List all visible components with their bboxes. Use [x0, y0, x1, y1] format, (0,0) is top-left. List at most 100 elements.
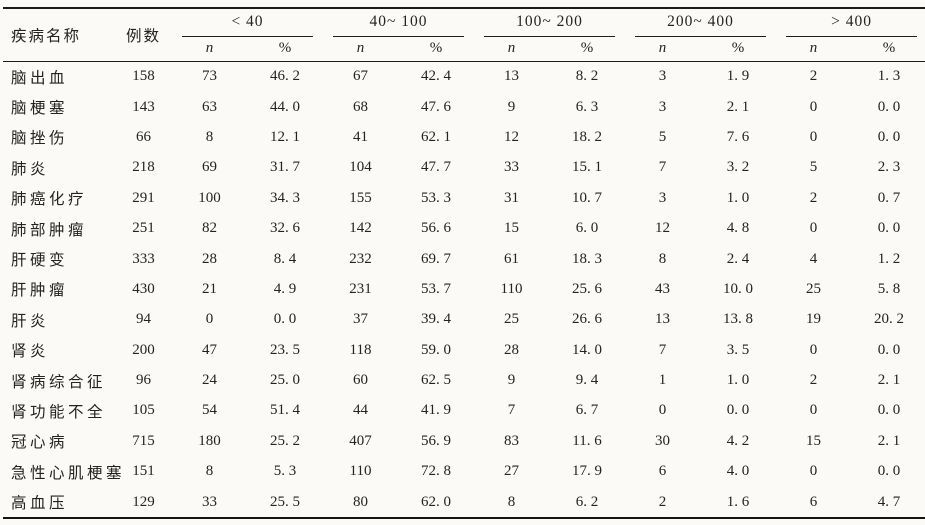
cases-value: 94: [136, 311, 151, 328]
pct-value-gt400: 0. 0: [877, 341, 901, 358]
disease-name: 脑挫伤: [11, 130, 69, 148]
n-value-200-400: 3: [658, 189, 667, 206]
pct-value-gt400: 2. 3: [877, 159, 901, 176]
cases-value: 66: [136, 128, 151, 145]
pct-value-200-400: 10. 0: [723, 280, 754, 297]
n-value-200-400: 0: [658, 402, 667, 419]
table-body: 脑出血 158 73 46. 2 67 42. 4 13 8. 2 3 1. 9…: [3, 61, 925, 518]
pct-value-lt40: 25. 2: [270, 432, 300, 449]
n-value-lt40: 63: [202, 98, 217, 115]
n-value-100-200: 83: [504, 432, 520, 449]
pct-value-lt40: 8. 4: [273, 250, 297, 267]
pct-value-gt400: 0. 0: [877, 220, 901, 237]
pct-value-40-100: 62. 5: [421, 372, 451, 389]
n-value-200-400: 2: [658, 493, 667, 510]
n-value-100-200: 31: [504, 189, 520, 206]
table-row: 肾病综合征 96 24 25. 0 60 62. 5 9 9. 4 1 1. 0…: [3, 365, 925, 395]
pct-value-lt40: 31. 7: [270, 159, 300, 176]
pct-value-40-100: 72. 8: [421, 463, 451, 480]
pct-value-lt40: 44. 0: [270, 98, 300, 115]
table-row: 脑出血 158 73 46. 2 67 42. 4 13 8. 2 3 1. 9…: [3, 61, 925, 92]
n-value-100-200: 12: [504, 128, 520, 145]
pct-value-40-100: 53. 3: [421, 189, 451, 206]
n-value-100-200: 9: [507, 372, 516, 389]
n-value-200-400: 30: [655, 432, 671, 449]
n-value-40-100: 155: [349, 189, 372, 206]
pct-value-200-400: 13. 8: [723, 311, 754, 328]
n-value-40-100: 407: [349, 432, 372, 449]
n-value-lt40: 21: [202, 280, 217, 297]
column-header-disease: 疾病名称: [3, 8, 115, 62]
pct-value-100-200: 6. 3: [575, 98, 599, 115]
group-header-100-200-label: 100~ 200: [484, 9, 616, 37]
pct-value-100-200: 6. 0: [575, 220, 599, 237]
subheader-n: n: [776, 37, 852, 62]
n-value-gt400: 0: [809, 463, 818, 480]
pct-value-lt40: 23. 5: [270, 341, 300, 358]
n-value-gt400: 0: [809, 402, 818, 419]
pct-value-200-400: 7. 6: [726, 128, 750, 145]
table-row: 肾炎 200 47 23. 5 118 59. 0 28 14. 0 7 3. …: [3, 335, 925, 365]
n-value-40-100: 67: [353, 68, 368, 85]
n-value-200-400: 8: [658, 250, 667, 267]
pct-value-40-100: 56. 9: [421, 432, 451, 449]
disease-name: 肝炎: [11, 312, 50, 330]
n-value-200-400: 6: [658, 463, 667, 480]
pct-value-200-400: 1. 0: [726, 372, 750, 389]
n-value-lt40: 100: [198, 189, 221, 206]
group-header-40-100-label: 40~ 100: [333, 9, 465, 37]
cases-value: 151: [132, 463, 155, 480]
table-row: 高血压 129 33 25. 5 80 62. 0 8 6. 2 2 1. 6 …: [3, 487, 925, 518]
pct-value-lt40: 25. 5: [270, 493, 300, 510]
table-row: 肝炎 94 0 0. 0 37 39. 4 25 26. 6 13 13. 8 …: [3, 305, 925, 335]
subheader-pct: %: [247, 37, 323, 62]
n-value-100-200: 28: [504, 341, 520, 358]
n-value-gt400: 0: [809, 341, 818, 358]
disease-name: 肺癌化疗: [11, 191, 88, 209]
subheader-n: n: [323, 37, 398, 62]
pct-value-gt400: 1. 2: [877, 250, 901, 267]
disease-name: 冠心病: [11, 434, 69, 452]
n-value-200-400: 1: [658, 372, 667, 389]
disease-name: 脑出血: [11, 69, 69, 87]
n-value-lt40: 8: [205, 128, 214, 145]
n-value-40-100: 118: [349, 341, 372, 358]
pct-value-100-200: 17. 9: [572, 463, 603, 480]
subheader-n: n: [172, 37, 247, 62]
n-value-100-200: 15: [504, 220, 520, 237]
pct-value-40-100: 62. 1: [421, 128, 451, 145]
pct-value-100-200: 9. 4: [575, 372, 599, 389]
pct-value-gt400: 4. 7: [877, 493, 901, 510]
n-value-gt400: 6: [809, 493, 818, 510]
pct-value-40-100: 47. 6: [421, 98, 451, 115]
table-header: 疾病名称 例数 < 40 40~ 100 100~ 200 200~ 400 >…: [3, 8, 925, 62]
group-header-200-400: 200~ 400: [625, 8, 776, 37]
subheader-n-label: n: [809, 40, 818, 57]
pct-value-200-400: 1. 6: [726, 493, 750, 510]
group-header-gt400-label: > 400: [786, 9, 918, 37]
pct-value-40-100: 47. 7: [421, 159, 451, 176]
n-value-200-400: 12: [655, 220, 671, 237]
n-value-gt400: 25: [806, 280, 822, 297]
n-value-200-400: 5: [658, 128, 667, 145]
n-value-lt40: 8: [205, 463, 214, 480]
table-row: 肺部肿瘤 251 82 32. 6 142 56. 6 15 6. 0 12 4…: [3, 213, 925, 243]
n-value-200-400: 7: [658, 341, 667, 358]
n-value-lt40: 24: [202, 372, 217, 389]
n-value-gt400: 2: [809, 372, 818, 389]
pct-value-200-400: 2. 1: [726, 98, 750, 115]
disease-name: 肾功能不全: [11, 403, 107, 421]
pct-value-100-200: 10. 7: [572, 189, 603, 206]
pct-value-100-200: 6. 2: [575, 493, 599, 510]
pct-value-200-400: 1. 0: [726, 189, 750, 206]
group-header-lt40-label: < 40: [182, 9, 313, 37]
n-value-40-100: 37: [353, 311, 368, 328]
pct-value-200-400: 0. 0: [726, 402, 750, 419]
pct-value-40-100: 41. 9: [421, 402, 451, 419]
n-value-40-100: 68: [353, 98, 368, 115]
n-value-lt40: 54: [202, 402, 217, 419]
subheader-pct: %: [700, 37, 777, 62]
table-row: 肝硬变 333 28 8. 4 232 69. 7 61 18. 3 8 2. …: [3, 244, 925, 274]
n-value-lt40: 180: [198, 432, 221, 449]
